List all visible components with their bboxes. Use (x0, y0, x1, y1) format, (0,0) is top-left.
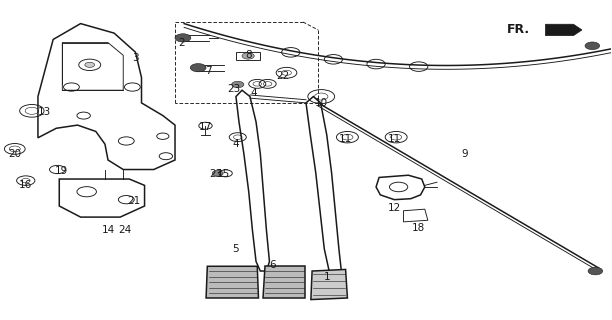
Text: 20: 20 (8, 149, 21, 159)
Text: 19: 19 (54, 166, 68, 176)
Text: 9: 9 (461, 149, 468, 159)
Text: 22: 22 (276, 71, 289, 81)
Text: 8: 8 (245, 50, 252, 60)
Text: 13: 13 (37, 108, 51, 117)
Text: 23: 23 (209, 169, 222, 179)
Text: 21: 21 (127, 196, 141, 206)
Polygon shape (206, 266, 258, 298)
Text: 11: 11 (388, 134, 401, 144)
Text: 7: 7 (205, 66, 212, 76)
Circle shape (175, 34, 191, 42)
Text: 17: 17 (199, 122, 212, 132)
Circle shape (242, 53, 254, 59)
Text: 11: 11 (339, 134, 353, 144)
Polygon shape (311, 269, 348, 300)
Text: 4: 4 (233, 139, 239, 149)
Text: 12: 12 (388, 203, 401, 212)
Text: 4: 4 (251, 88, 258, 98)
Text: 5: 5 (233, 244, 239, 254)
Text: 10: 10 (315, 98, 328, 108)
Circle shape (232, 81, 244, 88)
Text: FR.: FR. (507, 23, 529, 36)
Text: 18: 18 (412, 223, 425, 233)
Circle shape (212, 171, 223, 176)
Text: 1: 1 (324, 272, 330, 282)
Text: 14: 14 (102, 225, 114, 235)
Text: 15: 15 (217, 169, 230, 179)
Circle shape (588, 267, 603, 275)
Text: 3: 3 (132, 53, 139, 63)
Text: 24: 24 (118, 225, 131, 235)
Text: 2: 2 (178, 38, 184, 48)
Circle shape (190, 64, 206, 72)
Circle shape (585, 42, 600, 50)
Polygon shape (545, 24, 582, 36)
Text: 23: 23 (228, 84, 241, 94)
Text: 6: 6 (269, 260, 276, 270)
Text: 16: 16 (19, 180, 32, 190)
Circle shape (85, 62, 95, 68)
Polygon shape (263, 266, 305, 298)
